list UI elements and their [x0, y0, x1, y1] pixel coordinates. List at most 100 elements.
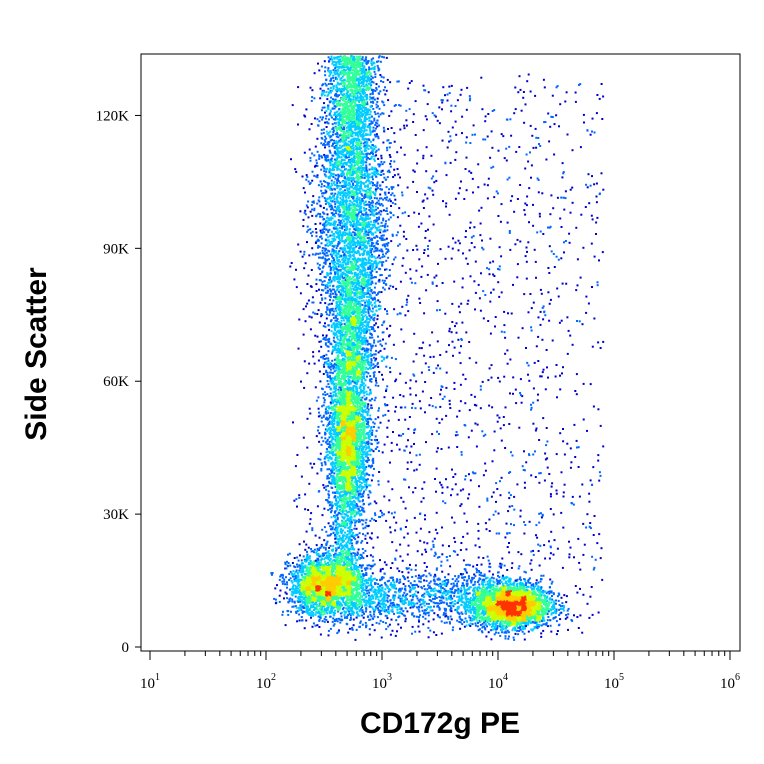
- event-dot: [377, 222, 380, 225]
- event-dot: [313, 209, 316, 212]
- event-dot: [358, 313, 361, 316]
- event-dot: [361, 125, 364, 128]
- event-dot: [353, 109, 355, 112]
- event-dot: [324, 117, 327, 120]
- event-dot: [365, 180, 368, 183]
- event-dot: [356, 350, 359, 353]
- event-dot: [370, 58, 373, 61]
- event-dot: [348, 247, 351, 250]
- event-dot: [350, 110, 353, 113]
- event-dot: [348, 71, 351, 74]
- event-dot: [364, 234, 367, 237]
- event-dot: [332, 209, 335, 212]
- event-dot: [371, 255, 374, 258]
- event-dot: [373, 286, 376, 289]
- event-dot: [322, 180, 325, 183]
- event-dot: [342, 110, 345, 113]
- event-dot: [330, 55, 333, 58]
- event-dot: [357, 99, 360, 102]
- event-dot: [343, 337, 346, 340]
- event-dot: [352, 144, 355, 146]
- event-dot: [334, 205, 337, 208]
- event-dot: [369, 193, 372, 196]
- event-dot: [320, 242, 323, 245]
- event-dot: [377, 105, 379, 108]
- event-dot: [390, 186, 393, 189]
- event-dot: [369, 105, 372, 108]
- event-dot: [329, 195, 331, 198]
- event-dot: [349, 112, 352, 115]
- event-dot: [363, 177, 366, 179]
- event-dot: [340, 130, 343, 132]
- event-dot: [331, 61, 334, 64]
- event-dot: [379, 231, 382, 234]
- event-dot: [372, 67, 375, 69]
- event-dot: [369, 319, 372, 321]
- event-dot: [321, 249, 324, 252]
- event-dot: [329, 130, 332, 133]
- event-dot: [381, 169, 384, 172]
- event-dot: [360, 99, 363, 102]
- event-dot: [337, 344, 340, 347]
- event-dot: [376, 363, 379, 366]
- event-dot: [366, 300, 369, 303]
- event-dot: [323, 222, 326, 225]
- event-dot: [329, 197, 332, 200]
- event-dot: [363, 207, 365, 210]
- event-dot: [324, 66, 327, 69]
- event-dot: [333, 122, 336, 125]
- event-dot: [359, 87, 362, 90]
- event-dot: [373, 255, 376, 258]
- event-dot: [376, 219, 379, 222]
- event-dot: [356, 208, 358, 211]
- event-dot: [346, 282, 349, 285]
- event-dot: [319, 229, 322, 232]
- event-dot: [345, 330, 348, 333]
- event-dot: [379, 228, 382, 231]
- event-dot: [335, 366, 337, 369]
- event-dot: [301, 175, 304, 178]
- event-dot: [325, 311, 328, 314]
- event-dot: [385, 277, 388, 280]
- event-dot: [340, 77, 343, 80]
- event-dot: [368, 236, 371, 239]
- event-dot: [379, 193, 382, 196]
- event-dot: [331, 377, 334, 380]
- event-dot: [324, 180, 327, 183]
- event-dot: [350, 120, 353, 123]
- event-dot: [340, 70, 343, 73]
- event-dot: [368, 298, 370, 301]
- event-dot: [338, 239, 341, 242]
- event-dot: [346, 122, 349, 125]
- event-dot: [339, 336, 342, 339]
- event-dot: [330, 319, 333, 322]
- event-dot: [364, 120, 367, 123]
- event-dot: [351, 217, 354, 220]
- event-dot: [317, 309, 320, 312]
- event-dot: [327, 258, 330, 261]
- event-dot: [365, 108, 368, 111]
- event-dot: [366, 289, 369, 292]
- event-dot: [327, 197, 330, 200]
- event-dot: [369, 82, 372, 85]
- event-dot: [342, 200, 345, 203]
- event-dot: [351, 116, 354, 119]
- event-dot: [347, 73, 350, 76]
- event-dot: [356, 279, 359, 282]
- event-dot: [364, 363, 367, 366]
- event-dot: [310, 204, 313, 207]
- event-dot: [355, 71, 358, 73]
- event-dot: [335, 66, 338, 69]
- event-dot: [338, 299, 341, 302]
- event-dot: [380, 174, 383, 176]
- event-dot: [370, 231, 373, 234]
- event-dot: [376, 314, 379, 317]
- event-dot: [353, 152, 356, 155]
- event-dot: [381, 100, 384, 103]
- event-dot: [338, 55, 341, 58]
- event-dot: [371, 345, 374, 348]
- event-dot: [336, 132, 339, 134]
- event-dot: [313, 174, 316, 177]
- event-dot: [341, 308, 344, 311]
- event-dot: [360, 118, 363, 121]
